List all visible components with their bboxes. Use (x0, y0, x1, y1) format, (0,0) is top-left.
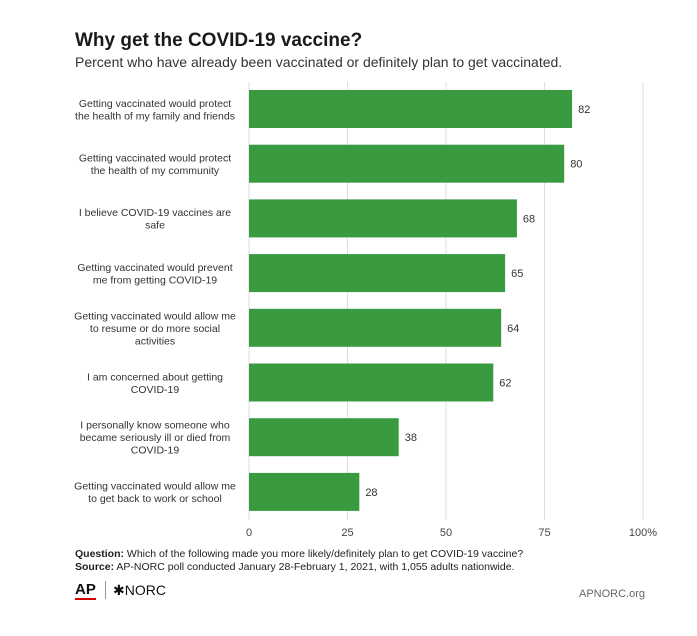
chart-subtitle: Percent who have already been vaccinated… (75, 54, 563, 70)
x-tick-label: 50 (440, 527, 452, 539)
bar (249, 90, 573, 128)
bar (249, 418, 399, 457)
category-label-line: Getting vaccinated would protect (79, 152, 231, 164)
category-label-line: I am concerned about getting (87, 371, 223, 383)
category-label-line: Getting vaccinated would allow me (74, 310, 236, 322)
norc-logo: ✱NORC (113, 582, 166, 598)
category-label-line: COVID-19 (131, 445, 180, 457)
bar-value-label: 82 (578, 104, 590, 116)
category-label: I personally know someone who became seri… (80, 420, 231, 457)
bar-value-label: 38 (405, 432, 417, 444)
bar (249, 472, 360, 511)
logo-divider (105, 581, 106, 599)
bar-value-label: 65 (511, 268, 523, 280)
site-link[interactable]: APNORC.org (579, 588, 646, 600)
bar-value-label: 68 (523, 213, 535, 225)
source-note: Source: AP-NORC poll conducted January 2… (75, 561, 523, 574)
category-label-line: the health of my family and friends (75, 110, 235, 122)
category-label: I am concerned about getting COVID-19 (87, 371, 223, 396)
category-label: Getting vaccinated would allow me to resu… (74, 310, 236, 347)
x-tick-label: 25 (341, 527, 353, 539)
bar-value-label: 64 (507, 323, 519, 335)
category-label: I believe COVID-19 vaccines are safe (79, 207, 231, 232)
category-label: Getting vaccinated would prevent me from … (77, 262, 232, 287)
category-label: Getting vaccinated would protect the heal… (79, 152, 231, 177)
category-label-line: safe (145, 220, 165, 232)
x-tick-label: 0 (246, 527, 252, 539)
bar-chart: 0 25 50 75 100% 82 Getting vaccinated would pr… (74, 82, 657, 539)
chart-notes: Question: Which of the following made yo… (75, 548, 523, 574)
bar (249, 144, 565, 183)
category-label: Getting vaccinated would protect the heal… (75, 98, 235, 123)
category-label-line: to get back to work or school (88, 493, 222, 505)
bar-value-label: 80 (570, 159, 582, 171)
ap-logo: AP (75, 581, 96, 600)
bar (249, 308, 502, 347)
bar-value-label: 62 (499, 378, 511, 390)
bar (249, 363, 494, 402)
category-label-line: to resume or do more social (90, 323, 220, 335)
category-label-line: Getting vaccinated would prevent (77, 262, 232, 274)
question-text: Which of the following made you more lik… (124, 548, 524, 560)
category-label-line: activities (135, 335, 175, 347)
source-label: Source: (75, 561, 115, 573)
category-label-line: became seriously ill or died from (80, 432, 231, 444)
bar (249, 199, 517, 238)
x-tick-label: 75 (538, 527, 550, 539)
bar (249, 254, 506, 293)
bar-value-label: 28 (365, 487, 377, 499)
chart-title: Why get the COVID-19 vaccine? (75, 30, 363, 51)
category-label-line: Getting vaccinated would protect (79, 98, 231, 110)
category-label-line: the health of my community (91, 165, 220, 177)
source-text: AP-NORC poll conducted January 28-Februa… (114, 561, 515, 573)
category-label: Getting vaccinated would allow me to get … (74, 481, 236, 506)
category-label-line: COVID-19 (131, 384, 180, 396)
x-tick-label: 100% (629, 527, 657, 539)
category-label-line: I believe COVID-19 vaccines are (79, 207, 231, 219)
question-note: Question: Which of the following made yo… (75, 548, 523, 561)
question-label: Question: (75, 548, 124, 560)
category-label-line: I personally know someone who (80, 420, 230, 432)
category-label-line: me from getting COVID-19 (93, 274, 217, 286)
category-label-line: Getting vaccinated would allow me (74, 481, 236, 493)
